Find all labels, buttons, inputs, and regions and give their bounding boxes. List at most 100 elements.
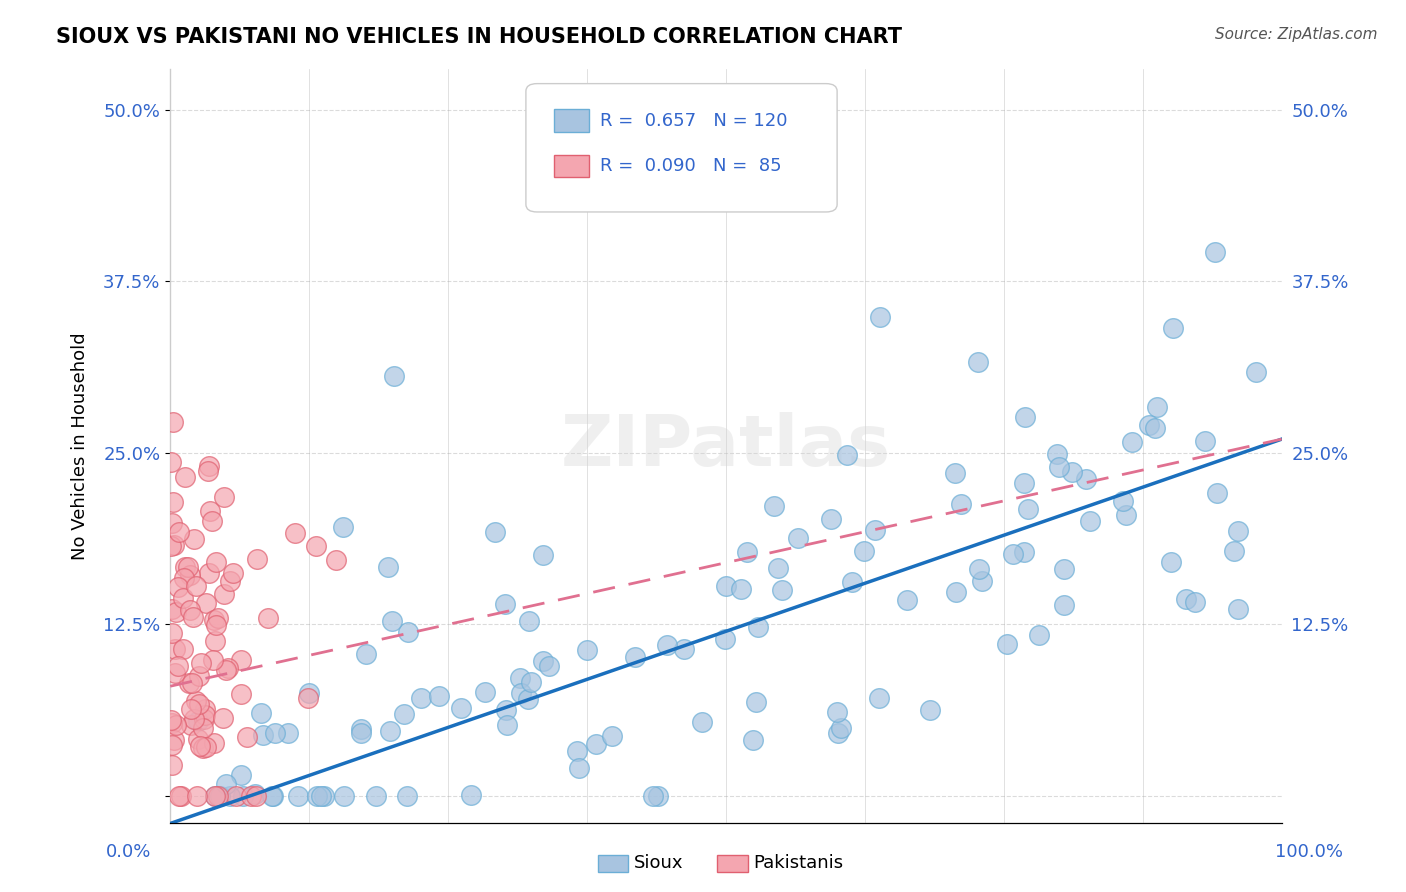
Point (250, 706, 273, 720)
Point (215, 776, 238, 790)
Text: R =  0.657   N = 120: R = 0.657 N = 120 (600, 112, 787, 129)
Point (950, 496, 973, 510)
Point (333, 789, 356, 803)
Point (193, 712, 215, 726)
Point (1222, 544, 1244, 558)
Point (243, 787, 266, 801)
Point (202, 736, 225, 750)
Point (208, 789, 231, 803)
Point (1046, 447, 1069, 461)
Point (197, 566, 219, 580)
FancyBboxPatch shape (526, 84, 837, 212)
Point (325, 553, 347, 567)
Point (1161, 321, 1184, 335)
Point (312, 789, 335, 803)
Point (204, 634, 226, 648)
Point (762, 499, 785, 513)
Point (377, 559, 399, 574)
Point (188, 739, 211, 753)
Point (194, 740, 217, 755)
Point (180, 702, 202, 716)
Point (187, 669, 209, 683)
Point (173, 571, 195, 585)
Point (745, 695, 768, 709)
Point (1121, 434, 1143, 449)
Point (174, 560, 197, 574)
Point (245, 789, 267, 803)
Point (350, 725, 373, 739)
Point (716, 579, 738, 593)
Point (356, 648, 378, 662)
Point (1017, 502, 1039, 516)
Point (520, 675, 543, 690)
Point (427, 689, 450, 703)
Point (162, 739, 184, 753)
Point (218, 789, 240, 803)
Point (380, 723, 402, 738)
Point (239, 789, 262, 803)
Point (232, 789, 254, 803)
Point (205, 618, 228, 632)
Point (187, 697, 209, 711)
Point (163, 642, 186, 657)
Point (920, 703, 942, 717)
Point (262, 789, 284, 803)
Point (332, 520, 354, 534)
Point (770, 583, 793, 598)
Point (198, 458, 221, 473)
Point (825, 705, 848, 719)
Point (177, 676, 200, 690)
Point (495, 703, 517, 717)
Point (160, 601, 183, 615)
Point (868, 691, 890, 706)
Point (1053, 562, 1076, 576)
Point (496, 718, 519, 732)
Point (865, 523, 887, 537)
Point (1205, 244, 1227, 259)
Point (207, 789, 229, 803)
Point (264, 726, 287, 740)
Point (311, 789, 333, 803)
Point (494, 597, 516, 611)
Point (517, 615, 540, 629)
Point (460, 788, 482, 802)
Point (1053, 598, 1076, 612)
Point (229, 653, 252, 667)
Bar (554, 154, 589, 178)
Point (568, 761, 591, 775)
Point (830, 721, 852, 735)
Point (392, 707, 415, 722)
Point (160, 716, 183, 731)
Bar (554, 110, 589, 132)
Point (853, 543, 876, 558)
Text: Source: ZipAtlas.com: Source: ZipAtlas.com (1215, 27, 1378, 42)
Point (1160, 555, 1182, 569)
Point (1115, 508, 1137, 523)
Point (673, 642, 696, 657)
Point (181, 676, 204, 690)
Point (307, 789, 329, 803)
Point (643, 789, 665, 803)
Point (827, 726, 849, 740)
Point (1184, 594, 1206, 608)
Point (943, 467, 966, 481)
Point (1001, 547, 1024, 561)
Point (509, 671, 531, 685)
Point (350, 722, 373, 736)
Point (837, 448, 859, 462)
Point (382, 369, 405, 384)
Point (647, 789, 669, 803)
Point (198, 503, 221, 517)
Point (484, 524, 506, 539)
Point (1112, 494, 1135, 508)
Point (820, 512, 842, 526)
Point (162, 416, 184, 430)
Text: Sioux: Sioux (634, 855, 683, 872)
Point (1047, 459, 1070, 474)
Point (187, 732, 209, 747)
Point (297, 690, 319, 705)
Point (1143, 421, 1166, 435)
Point (167, 789, 190, 803)
Point (167, 525, 190, 540)
Point (176, 560, 198, 574)
